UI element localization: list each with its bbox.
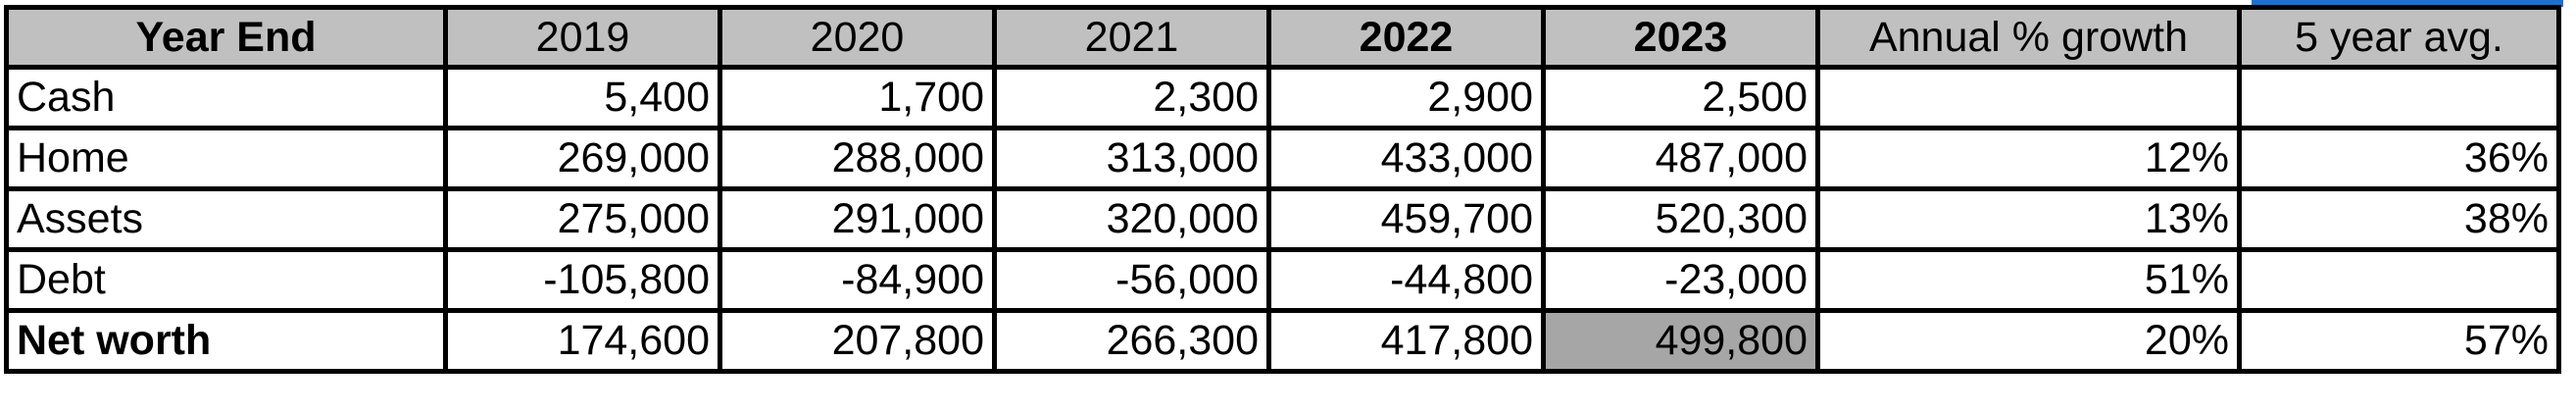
row-label-cell[interactable]: Assets <box>4 186 448 252</box>
value-cell-2022[interactable]: 433,000 <box>1266 126 1546 191</box>
header-cell-five-year-avg[interactable]: 5 year avg. <box>2237 5 2561 70</box>
value-cell-2021[interactable]: 320,000 <box>992 186 1271 252</box>
value-cell-2023[interactable]: 487,000 <box>1541 126 1820 191</box>
growth-cell[interactable]: 12% <box>1815 126 2242 191</box>
value-cell-2022[interactable]: 2,900 <box>1266 65 1546 130</box>
growth-cell[interactable]: 51% <box>1815 247 2242 313</box>
avg-cell[interactable]: 38% <box>2237 186 2561 252</box>
value-cell-2022[interactable]: -44,800 <box>1266 247 1546 313</box>
avg-cell[interactable] <box>2237 247 2561 313</box>
header-cell-2022[interactable]: 2022 <box>1266 5 1546 70</box>
value-cell-2020[interactable]: 207,800 <box>718 308 997 374</box>
table-row-cash: Cash 5,400 1,700 2,300 2,900 2,500 <box>4 65 2561 130</box>
net-worth-table: Year End 2019 2020 2021 2022 2023 Annual… <box>4 5 2561 374</box>
value-cell-2022[interactable]: 459,700 <box>1266 186 1546 252</box>
value-cell-2020[interactable]: 291,000 <box>718 186 997 252</box>
row-label-cell[interactable]: Home <box>4 126 448 191</box>
header-cell-year-end[interactable]: Year End <box>4 5 448 70</box>
header-cell-2019[interactable]: 2019 <box>443 5 722 70</box>
avg-cell[interactable] <box>2237 65 2561 130</box>
value-cell-2021[interactable]: 313,000 <box>992 126 1271 191</box>
table-row-net-worth: Net worth 174,600 207,800 266,300 417,80… <box>4 308 2561 374</box>
header-cell-2023[interactable]: 2023 <box>1541 5 1820 70</box>
header-cell-annual-growth[interactable]: Annual % growth <box>1815 5 2242 70</box>
value-cell-2023[interactable]: -23,000 <box>1541 247 1820 313</box>
value-cell-2021[interactable]: 2,300 <box>992 65 1271 130</box>
value-cell-2023-highlighted[interactable]: 499,800 <box>1541 308 1820 374</box>
table-row-assets: Assets 275,000 291,000 320,000 459,700 5… <box>4 186 2561 252</box>
value-cell-2021[interactable]: 266,300 <box>992 308 1271 374</box>
value-cell-2019[interactable]: 174,600 <box>443 308 722 374</box>
value-cell-2020[interactable]: 288,000 <box>718 126 997 191</box>
value-cell-2019[interactable]: -105,800 <box>443 247 722 313</box>
value-cell-2022[interactable]: 417,800 <box>1266 308 1546 374</box>
header-cell-2021[interactable]: 2021 <box>992 5 1271 70</box>
value-cell-2023[interactable]: 2,500 <box>1541 65 1820 130</box>
table-row-home: Home 269,000 288,000 313,000 433,000 487… <box>4 126 2561 191</box>
row-label-cell[interactable]: Net worth <box>4 308 448 374</box>
growth-cell[interactable]: 13% <box>1815 186 2242 252</box>
growth-cell[interactable] <box>1815 65 2242 130</box>
header-row: Year End 2019 2020 2021 2022 2023 Annual… <box>4 5 2561 70</box>
value-cell-2021[interactable]: -56,000 <box>992 247 1271 313</box>
table-row-debt: Debt -105,800 -84,900 -56,000 -44,800 -2… <box>4 247 2561 313</box>
value-cell-2019[interactable]: 5,400 <box>443 65 722 130</box>
value-cell-2023[interactable]: 520,300 <box>1541 186 1820 252</box>
row-label-cell[interactable]: Debt <box>4 247 448 313</box>
column-selection-indicator <box>2252 0 2563 7</box>
avg-cell[interactable]: 36% <box>2237 126 2561 191</box>
value-cell-2020[interactable]: -84,900 <box>718 247 997 313</box>
header-cell-2020[interactable]: 2020 <box>718 5 997 70</box>
row-label-cell[interactable]: Cash <box>4 65 448 130</box>
avg-cell[interactable]: 57% <box>2237 308 2561 374</box>
value-cell-2019[interactable]: 269,000 <box>443 126 722 191</box>
value-cell-2020[interactable]: 1,700 <box>718 65 997 130</box>
value-cell-2019[interactable]: 275,000 <box>443 186 722 252</box>
growth-cell[interactable]: 20% <box>1815 308 2242 374</box>
